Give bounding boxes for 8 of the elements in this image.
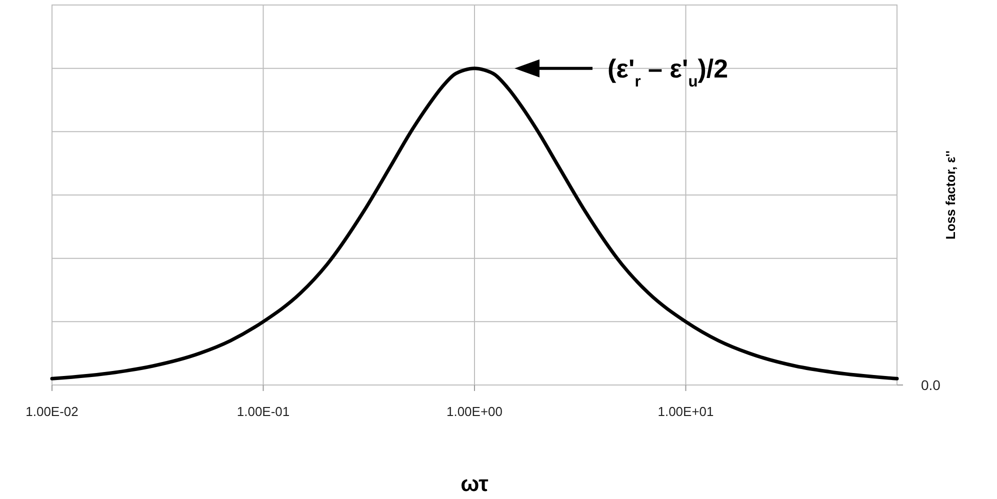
x-tick-label: 1.00E-02 <box>26 404 78 419</box>
y-axis-title: Loss factor, ε'' <box>943 150 958 240</box>
x-tick-label: 1.00E+00 <box>446 404 503 419</box>
text: 0.0 <box>921 376 941 393</box>
x-tick-label: 1.00E-01 <box>236 404 290 419</box>
annotation: (ε'$_{r}$ – ε'$_{u}$)/2 <box>608 53 728 90</box>
x-axis-title: ωτ <box>460 471 489 496</box>
x-tick-label: 1.00E+01 <box>658 404 714 419</box>
